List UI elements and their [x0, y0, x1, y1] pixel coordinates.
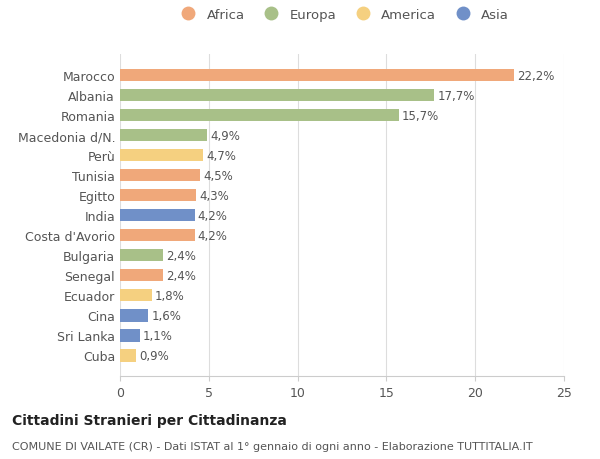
Text: 1,1%: 1,1%	[143, 329, 173, 342]
Bar	[120, 129, 207, 142]
Bar	[120, 90, 434, 102]
Text: 2,4%: 2,4%	[166, 249, 196, 262]
Bar	[120, 70, 514, 82]
Text: COMUNE DI VAILATE (CR) - Dati ISTAT al 1° gennaio di ogni anno - Elaborazione TU: COMUNE DI VAILATE (CR) - Dati ISTAT al 1…	[12, 441, 533, 451]
Bar	[120, 250, 163, 262]
Bar	[120, 230, 194, 242]
Text: Cittadini Stranieri per Cittadinanza: Cittadini Stranieri per Cittadinanza	[12, 413, 287, 427]
Legend: Africa, Europa, America, Asia: Africa, Europa, America, Asia	[170, 4, 514, 28]
Text: 15,7%: 15,7%	[402, 109, 439, 122]
Text: 1,6%: 1,6%	[152, 309, 181, 322]
Bar	[120, 349, 136, 362]
Bar	[120, 210, 194, 222]
Text: 4,3%: 4,3%	[200, 189, 229, 202]
Text: 2,4%: 2,4%	[166, 269, 196, 282]
Text: 22,2%: 22,2%	[517, 69, 555, 82]
Bar	[120, 110, 399, 122]
Bar	[120, 150, 203, 162]
Bar	[120, 269, 163, 282]
Bar	[120, 309, 148, 322]
Bar	[120, 169, 200, 182]
Text: 4,2%: 4,2%	[198, 229, 227, 242]
Text: 4,7%: 4,7%	[206, 149, 236, 162]
Text: 4,5%: 4,5%	[203, 169, 233, 182]
Text: 1,8%: 1,8%	[155, 289, 185, 302]
Text: 4,2%: 4,2%	[198, 209, 227, 222]
Bar	[120, 190, 196, 202]
Bar	[120, 290, 152, 302]
Bar	[120, 330, 140, 342]
Text: 0,9%: 0,9%	[139, 349, 169, 362]
Text: 17,7%: 17,7%	[437, 90, 475, 102]
Text: 4,9%: 4,9%	[210, 129, 240, 142]
